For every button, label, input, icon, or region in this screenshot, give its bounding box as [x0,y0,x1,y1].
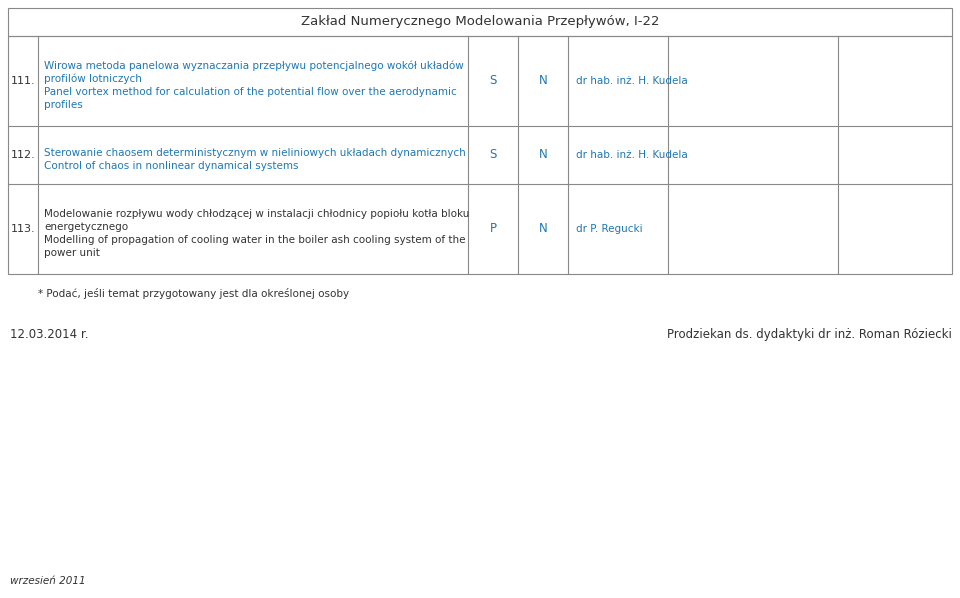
Text: Control of chaos in nonlinear dynamical systems: Control of chaos in nonlinear dynamical … [44,161,299,171]
Text: wrzesień 2011: wrzesień 2011 [10,576,85,586]
Text: Prodziekan ds. dydaktyki dr inż. Roman Róziecki: Prodziekan ds. dydaktyki dr inż. Roman R… [667,328,952,341]
Bar [8,8,952,36]
Text: S: S [490,148,496,161]
Text: P: P [490,222,496,236]
Text: N: N [539,75,547,87]
Text: power unit: power unit [44,248,100,258]
Text: dr hab. inż. H. Kudela: dr hab. inż. H. Kudela [576,150,687,160]
Text: 111.: 111. [11,76,36,86]
Bar [8,36,952,274]
Text: Sterowanie chaosem deterministycznym w nieliniowych układach dynamicznych: Sterowanie chaosem deterministycznym w n… [44,148,466,158]
Text: Wirowa metoda panelowa wyznaczania przepływu potencjalnego wokół układów: Wirowa metoda panelowa wyznaczania przep… [44,61,464,71]
Text: dr P. Regucki: dr P. Regucki [576,224,642,234]
Text: 112.: 112. [11,150,36,160]
Text: * Podać, jeśli temat przygotowany jest dla określonej osoby: * Podać, jeśli temat przygotowany jest d… [38,288,349,299]
Text: dr hab. inż. H. Kudela: dr hab. inż. H. Kudela [576,76,687,86]
Text: N: N [539,148,547,161]
Text: profilów lotniczych: profilów lotniczych [44,74,142,84]
Text: Zakład Numerycznego Modelowania Przepływów, I-22: Zakład Numerycznego Modelowania Przepływ… [300,16,660,29]
Text: profiles: profiles [44,100,83,110]
Text: Modelowanie rozpływu wody chłodzącej w instalacji chłodnicy popiołu kotła bloku: Modelowanie rozpływu wody chłodzącej w i… [44,209,469,219]
Text: 113.: 113. [11,224,36,234]
Text: N: N [539,222,547,236]
Text: S: S [490,75,496,87]
Text: Panel vortex method for calculation of the potential flow over the aerodynamic: Panel vortex method for calculation of t… [44,87,457,97]
Text: 12.03.2014 r.: 12.03.2014 r. [10,328,88,341]
Text: energetycznego: energetycznego [44,222,128,232]
Text: Modelling of propagation of cooling water in the boiler ash cooling system of th: Modelling of propagation of cooling wate… [44,235,466,245]
